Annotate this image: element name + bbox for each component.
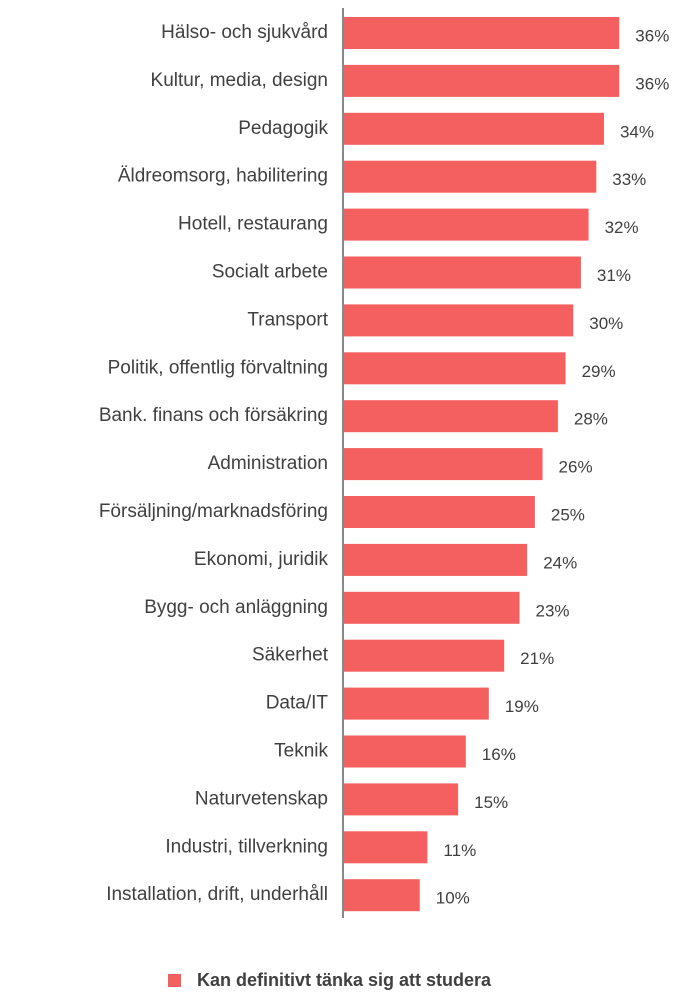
bar [343,160,597,193]
category-label: Pedagogik [238,118,328,139]
value-label: 36% [635,74,669,93]
category-label: Kultur, media, design [151,70,328,91]
category-label: Hotell, restaurang [178,214,328,235]
value-label: 24% [543,553,577,572]
category-label: Data/IT [266,693,329,714]
value-label: 29% [582,362,616,381]
value-label: 15% [474,793,508,812]
bar [343,543,528,576]
value-label: 26% [559,458,593,477]
category-label: Äldreomsorg, habilitering [118,166,328,187]
category-label: Bank. finans och försäkring [99,405,328,426]
bar [343,639,505,672]
bar [343,112,604,145]
bar [343,831,428,864]
category-label: Installation, drift, underhåll [106,884,328,905]
legend-label: Kan definitivt tänka sig att studera [197,970,492,990]
category-label: Transport [247,309,328,330]
value-label: 34% [620,122,654,141]
bar [343,735,466,768]
value-label: 11% [443,841,476,860]
bar [343,496,535,528]
value-label: 25% [551,505,585,524]
category-label: Hälso- och sjukvård [161,22,328,43]
value-label: 31% [597,266,631,285]
bar [343,17,620,49]
value-label: 30% [589,314,623,333]
category-label: Administration [208,453,328,474]
bar [343,400,558,433]
bar [343,304,574,337]
bar [343,256,581,289]
value-label: 21% [520,649,554,668]
value-label: 10% [436,889,470,908]
value-label: 32% [605,218,639,237]
category-label: Försäljning/marknadsföring [99,501,328,522]
category-label: Socialt arbete [212,262,328,283]
category-label: Industri, tillverkning [165,836,328,857]
value-label: 36% [635,26,669,45]
value-label: 28% [574,410,608,429]
category-label: Säkerhet [252,645,329,666]
category-label: Politik, offentlig förvaltning [108,357,328,378]
value-label: 16% [482,745,516,764]
legend-swatch [168,974,181,987]
bar [343,208,589,241]
category-label: Ekonomi, juridik [194,549,329,570]
value-label: 33% [612,170,646,189]
bar [343,448,543,481]
value-label: 23% [536,601,570,620]
value-label: 19% [505,697,539,716]
bar [343,687,489,720]
category-label: Teknik [274,741,328,762]
bar [343,64,620,97]
category-label: Bygg- och anläggning [144,597,328,618]
bar [343,352,566,385]
category-label: Naturvetenskap [195,788,328,809]
bar [343,783,459,816]
bar [343,591,520,624]
bar [343,879,420,912]
